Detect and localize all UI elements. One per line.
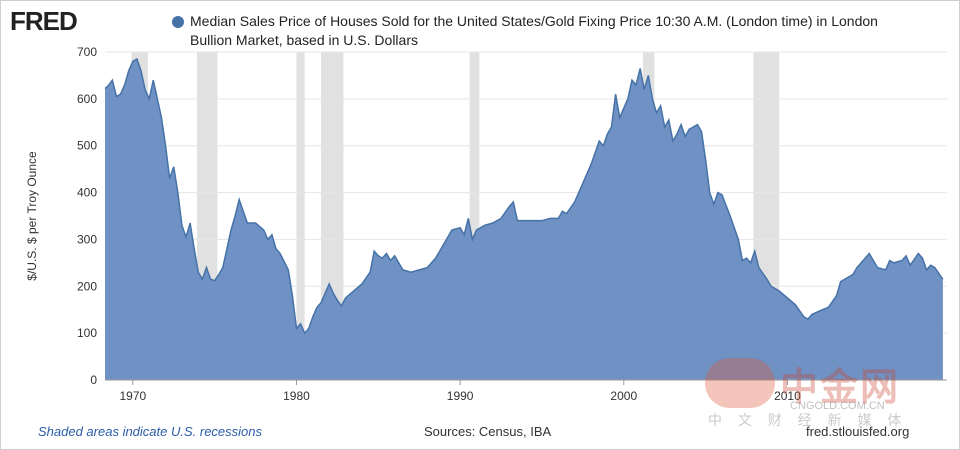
y-tick-label: 200 — [77, 279, 97, 293]
watermark-brand: 中金网 — [780, 367, 901, 409]
line — [104, 57, 944, 335]
x-tick-label: 1990 — [447, 389, 474, 403]
recession-band — [469, 52, 480, 380]
x-tick-label: 2010 — [774, 389, 801, 403]
x-tick-label: 1980 — [283, 389, 310, 403]
recession-note: Shaded areas indicate U.S. recessions — [38, 424, 263, 439]
y-tick-label: 0 — [90, 373, 97, 387]
source: Sources: Census, IBA — [424, 424, 552, 439]
site-link[interactable]: fred.stlouisfed.org — [806, 424, 910, 439]
y-tick-label: 500 — [77, 139, 97, 153]
legend-marker — [172, 16, 184, 28]
y-tick-label: 600 — [77, 92, 97, 106]
watermark-slogan: 中 文 财 经 新 媒 体 — [708, 412, 908, 428]
x-tick-label: 2000 — [610, 389, 637, 403]
chart-title: Median Sales Price of Houses Sold for th… — [190, 13, 878, 48]
watermark-logo — [705, 358, 775, 408]
y-tick-label: 400 — [77, 186, 97, 200]
y-tick-label: 300 — [77, 232, 97, 246]
recession-band — [296, 52, 305, 380]
area — [105, 59, 943, 381]
y-axis-label: $/U.S. $ per Troy Ounce — [25, 151, 39, 281]
watermark-domain: CNGOLD.COM.CN — [790, 400, 885, 412]
x-tick-label: 1970 — [119, 389, 146, 403]
logo[interactable]: FRED — [10, 6, 78, 36]
y-tick-label: 100 — [77, 326, 97, 340]
y-tick-label: 700 — [77, 45, 97, 59]
